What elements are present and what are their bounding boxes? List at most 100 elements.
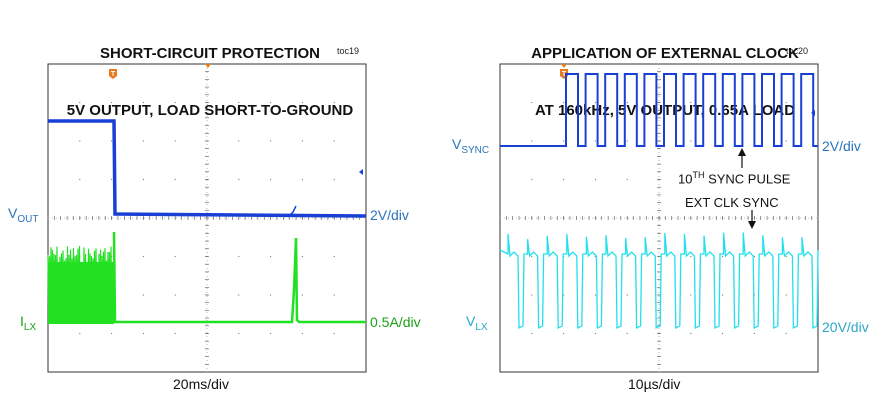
- chart1-toc: toc19: [337, 46, 360, 56]
- chart1-grid-dot: [333, 255, 335, 258]
- chart2-grid-dot: [563, 294, 565, 296]
- chart2-grid-dot: [563, 332, 565, 335]
- chart1-grid-dot: [238, 332, 240, 335]
- chart1-vout-spike: [288, 205, 297, 217]
- chart2-grid-dot: [626, 140, 628, 142]
- chart2-grid-dot: [753, 332, 756, 335]
- chart2-arrow-10th-head: [738, 148, 746, 156]
- chart2-grid-dot: [785, 294, 787, 296]
- chart1-grid-dot: [142, 255, 144, 258]
- chart1-trigger-label: T: [111, 71, 116, 78]
- chart2-grid-dot: [690, 101, 692, 104]
- chart2-grid-dot: [531, 332, 533, 335]
- chart1-grid-dot: [270, 255, 272, 258]
- chart2-grid-dot: [722, 332, 724, 335]
- chart1-grid-dot: [174, 332, 176, 335]
- chart1-grid-dot: [301, 178, 303, 181]
- chart1-title-line2: 5V OUTPUT, LOAD SHORT-TO-GROUND: [66, 102, 354, 119]
- chart2-vlx-trace: [499, 232, 819, 330]
- chart1-ch1-scale: 2V/div: [370, 207, 409, 223]
- chart2-grid-dot: [690, 255, 692, 258]
- chart2-grid-dot: [690, 140, 692, 142]
- chart1-grid-dot: [270, 178, 272, 181]
- chart2-grid-dot: [722, 255, 724, 258]
- chart1-ilx-fill: [48, 262, 114, 324]
- chart2-ch1-scale: 2V/div: [822, 138, 861, 154]
- chart1-grid-dot: [79, 332, 81, 335]
- chart1-grid-dot: [333, 178, 335, 181]
- chart2-annotation-ext-clk: EXT CLK SYNC: [685, 195, 779, 210]
- chart2-grid-dot: [785, 140, 787, 142]
- chart2-grid-dot: [785, 101, 787, 104]
- chart2-grid-dot: [594, 294, 597, 296]
- chart1-vout-trace: [48, 119, 367, 218]
- chart1-grid-dot: [270, 140, 272, 142]
- chart1-ch2-label: ILX: [20, 313, 37, 333]
- chart1-grid-dot: [111, 140, 113, 142]
- chart1-grid-dot: [174, 178, 176, 181]
- chart2-grid-dot: [626, 294, 628, 296]
- chart2-grid-dot: [785, 332, 787, 335]
- chart1-title: SHORT-CIRCUIT PROTECTION 5V OUTPUT, LOAD…: [60, 6, 360, 139]
- chart1-grid-dot: [174, 294, 176, 296]
- chart2-ch1-label: VSYNC: [452, 136, 490, 156]
- chart1-grid-dot: [174, 140, 176, 142]
- chart1-xscale: 20ms/div: [173, 376, 230, 392]
- chart2-grid-dot: [594, 101, 597, 104]
- chart1-grid-dot: [142, 101, 144, 104]
- chart2-arrow-ext-head: [748, 221, 756, 229]
- chart1-grid-dot: [270, 101, 272, 104]
- chart2-grid-dot: [531, 140, 533, 142]
- chart1-grid-dot: [111, 178, 113, 181]
- chart2-grid-dot: [785, 255, 787, 258]
- chart2-toc: toc20: [786, 46, 809, 56]
- chart1-grid-dot: [301, 332, 303, 335]
- chart1-grid-dot: [174, 101, 176, 104]
- chart1-grid-dot: [79, 178, 81, 181]
- chart2-trigger-label: T: [562, 71, 567, 78]
- chart2-title: APPLICATION OF EXTERNAL CLOCK AT 160kHz,…: [505, 6, 825, 139]
- chart2-grid-dot: [531, 255, 533, 258]
- chart2-ch2-label: VLX: [466, 313, 488, 333]
- chart1-ch2-scale: 0.5A/div: [370, 314, 421, 330]
- chart1-grid-dot: [333, 140, 335, 142]
- chart1-grid-dot: [301, 255, 303, 258]
- chart2-grid-dot: [690, 332, 692, 335]
- chart2-grid-dot: [626, 178, 628, 181]
- chart2-grid-dot: [563, 140, 565, 142]
- chart1-grid-dot: [111, 101, 113, 104]
- chart2-grid-dot: [722, 178, 724, 181]
- chart1-grid-dot: [238, 294, 240, 296]
- chart1-grid-dot: [79, 140, 81, 142]
- chart1-ilx-trace: [112, 231, 366, 324]
- chart2-grid-dot: [690, 294, 692, 296]
- chart2-grid-dot: [753, 255, 756, 258]
- chart2-grid-dot: [531, 178, 533, 181]
- chart1-grid-dot: [270, 294, 272, 296]
- chart1-grid-dot: [333, 332, 335, 335]
- chart2-grid-dot: [626, 332, 628, 335]
- chart2-grid-dot: [785, 178, 787, 181]
- chart1-grid-dot: [301, 101, 303, 104]
- chart1-level-arrow: [359, 169, 363, 175]
- chart1-grid-dot: [238, 178, 240, 181]
- chart2-annotation-10th-sync: 10TH SYNC PULSE: [678, 170, 791, 187]
- chart1-grid-dot: [142, 178, 144, 181]
- chart1-grid-dot: [238, 101, 240, 104]
- chart1-trigger-marker: [109, 69, 117, 79]
- chart1-grid-dot: [333, 294, 335, 296]
- chart1-grid-dot: [174, 255, 176, 258]
- chart2-grid-dot: [563, 178, 565, 181]
- chart2-grid-dot: [722, 294, 724, 296]
- chart2-grid-dot: [594, 140, 597, 142]
- chart2-grid-dot: [626, 101, 628, 104]
- chart2-grid-dot: [531, 294, 533, 296]
- chart2-grid-dot: [594, 332, 597, 335]
- chart1-grid-dot: [270, 332, 272, 335]
- chart1-grid-dot: [142, 332, 144, 335]
- chart2-grid-dot: [594, 178, 597, 181]
- chart1-grid-dot: [301, 140, 303, 142]
- chart2-xscale: 10µs/div: [628, 376, 681, 392]
- chart2-ch2-scale: 20V/div: [822, 319, 869, 335]
- chart1-top-trigger: [205, 64, 211, 68]
